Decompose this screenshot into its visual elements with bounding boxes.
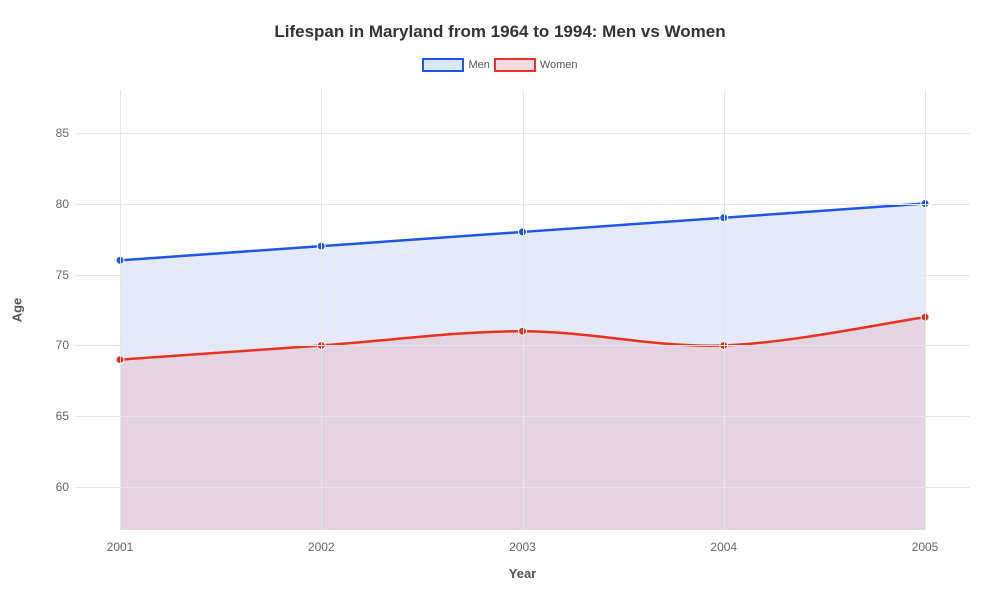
grid-line-v: [523, 90, 524, 530]
x-tick-label: 2002: [308, 540, 335, 554]
legend-swatch-men: [422, 58, 464, 72]
x-tick-label: 2001: [107, 540, 134, 554]
y-tick-label: 85: [41, 126, 69, 140]
y-tick-label: 60: [41, 480, 69, 494]
legend: Men Women: [0, 58, 1000, 72]
legend-item-men[interactable]: Men: [422, 58, 489, 72]
x-axis-label: Year: [509, 566, 536, 581]
grid-line-v: [724, 90, 725, 530]
y-axis-label: Age: [10, 298, 25, 323]
x-tick-label: 2004: [710, 540, 737, 554]
legend-swatch-women: [494, 58, 536, 72]
grid-line-v: [120, 90, 121, 530]
x-tick-label: 2005: [912, 540, 939, 554]
chart-title: Lifespan in Maryland from 1964 to 1994: …: [0, 22, 1000, 42]
legend-item-women[interactable]: Women: [494, 58, 578, 72]
x-tick-label: 2003: [509, 540, 536, 554]
y-tick-label: 80: [41, 197, 69, 211]
grid-line-v: [321, 90, 322, 530]
y-tick-label: 75: [41, 268, 69, 282]
plot-area: [75, 90, 970, 530]
grid-line-v: [925, 90, 926, 530]
legend-label-men: Men: [468, 59, 489, 71]
legend-label-women: Women: [540, 59, 578, 71]
y-tick-label: 70: [41, 338, 69, 352]
y-tick-label: 65: [41, 409, 69, 423]
